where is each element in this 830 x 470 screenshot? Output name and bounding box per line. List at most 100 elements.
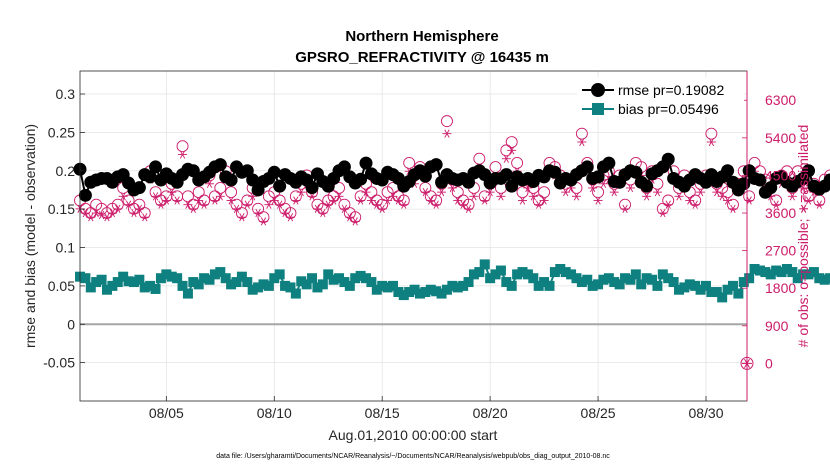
obs-assimilated-point: [464, 204, 474, 213]
bias-point: [760, 267, 771, 278]
rmse-point: [143, 170, 157, 184]
obs-assimilated-point: [588, 183, 598, 193]
obs-assimilated-point: [625, 183, 635, 193]
obs-assimilated-point: [188, 204, 198, 213]
bias-point: [727, 280, 738, 291]
x-tick-label: 08/15: [365, 405, 400, 421]
bias-point: [808, 267, 819, 278]
obs-possible-point: [138, 207, 151, 219]
obs-assimilated-point: [383, 196, 393, 205]
bias-point: [134, 274, 145, 285]
obs-assimilated-point: [80, 208, 90, 218]
footnote: data file: /Users/gharamti/Documents/NCA…: [216, 453, 610, 460]
bias-point: [107, 280, 118, 291]
obs-assimilated-point: [717, 192, 727, 201]
y-tick-label: 0.2: [56, 163, 76, 179]
rmse-point: [429, 158, 443, 172]
obs-possible-point: [824, 169, 830, 182]
obs-possible-point: [133, 198, 146, 211]
bias-point: [296, 276, 307, 287]
obs-possible-point: [149, 186, 162, 199]
bias-point: [307, 273, 318, 284]
rmse-point: [213, 158, 227, 172]
y2-tick-label: 2700: [765, 243, 796, 259]
rmse-point: [721, 164, 735, 178]
obs-assimilated-point: [231, 204, 241, 213]
bias-point: [220, 273, 231, 284]
bias-point: [155, 273, 166, 284]
obs-assimilated-point: [577, 137, 587, 147]
bias-point: [517, 267, 528, 278]
bias-point: [355, 270, 366, 281]
bias-point: [771, 265, 782, 276]
y2-tick-label: 900: [765, 318, 789, 334]
obs-assimilated-point: [771, 200, 781, 209]
obs-assimilated-point: [199, 200, 209, 209]
obs-assimilated-point: [658, 208, 668, 218]
bias-point: [85, 282, 96, 293]
x-tick-label: 08/05: [149, 405, 184, 421]
obs-assimilated-point: [561, 188, 571, 197]
y2-tick-label: 4500: [765, 167, 796, 183]
obs-assimilated-point: [323, 200, 333, 209]
grid-lines: [80, 71, 747, 401]
rmse-point: [661, 152, 675, 166]
obs-assimilated-point: [156, 200, 166, 209]
obs-assimilated-point: [264, 200, 274, 209]
bias-point: [177, 280, 188, 291]
obs-possible-point: [441, 115, 453, 128]
bias-point: [285, 282, 296, 293]
bias-point: [101, 284, 112, 295]
rmse-point: [149, 160, 163, 174]
obs-assimilated-point: [571, 192, 581, 201]
chart-title: Northern Hemisphere: [345, 28, 498, 45]
bias-point: [485, 273, 496, 284]
bias-point: [722, 284, 733, 295]
bias-point: [366, 277, 377, 288]
obs-possible-point: [403, 156, 416, 169]
rmse-point: [337, 160, 351, 174]
rmse-point: [132, 181, 146, 195]
obs-assimilated-point: [269, 196, 279, 205]
y-tick-label: 0.05: [48, 278, 75, 294]
rmse-point: [273, 179, 287, 193]
bias-point: [695, 284, 706, 295]
obs-possible-point: [235, 207, 248, 219]
bias-point: [193, 279, 204, 290]
obs-assimilated-point: [280, 208, 290, 218]
bias-point: [118, 271, 129, 282]
obs-assimilated-point: [480, 196, 490, 205]
bias-point: [458, 280, 469, 291]
bias-point: [199, 273, 210, 284]
obs-possible-point: [511, 156, 524, 169]
bias-point: [420, 287, 431, 298]
bias-point: [679, 282, 690, 293]
obs-assimilated-point: [345, 213, 355, 222]
bias-point: [474, 267, 485, 278]
bias-point: [609, 277, 620, 288]
bias-point: [528, 273, 539, 284]
bias-point: [128, 277, 139, 288]
bias-point: [663, 273, 674, 284]
obs-assimilated-point: [86, 213, 96, 222]
obs-assimilated-point: [226, 196, 236, 205]
obs-possible-point: [727, 198, 739, 211]
obs-assimilated-point: [437, 188, 447, 197]
bias-point: [258, 279, 269, 290]
x-axis: 08/05 08/10 08/15 08/20 08/25 08/30: [149, 396, 724, 421]
obs-possible-point: [176, 140, 189, 153]
bias-point: [549, 267, 560, 278]
obs-possible-point: [230, 198, 243, 211]
bias-point: [781, 264, 792, 274]
bias-point: [409, 284, 420, 295]
bias-point: [188, 277, 199, 288]
obs-assimilated-point: [118, 192, 128, 201]
bias-point: [263, 280, 274, 291]
y2-tick-label: 6300: [765, 92, 796, 108]
obs-possible-point: [770, 194, 783, 207]
obs-assimilated-point: [420, 188, 430, 197]
obs-assimilated-point: [291, 196, 301, 205]
bias-point: [684, 279, 695, 290]
bias-point: [787, 267, 798, 278]
